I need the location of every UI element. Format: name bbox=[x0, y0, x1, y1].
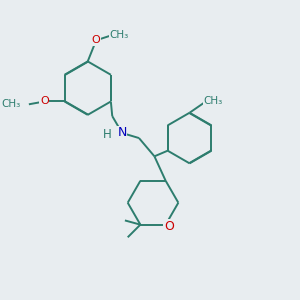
Text: O: O bbox=[164, 220, 174, 232]
Text: H: H bbox=[103, 128, 112, 141]
Text: N: N bbox=[117, 127, 127, 140]
Text: O: O bbox=[92, 35, 100, 45]
Text: CH₃: CH₃ bbox=[1, 99, 20, 109]
Text: O: O bbox=[40, 97, 49, 106]
Text: CH₃: CH₃ bbox=[110, 30, 129, 40]
Text: CH₃: CH₃ bbox=[204, 96, 223, 106]
